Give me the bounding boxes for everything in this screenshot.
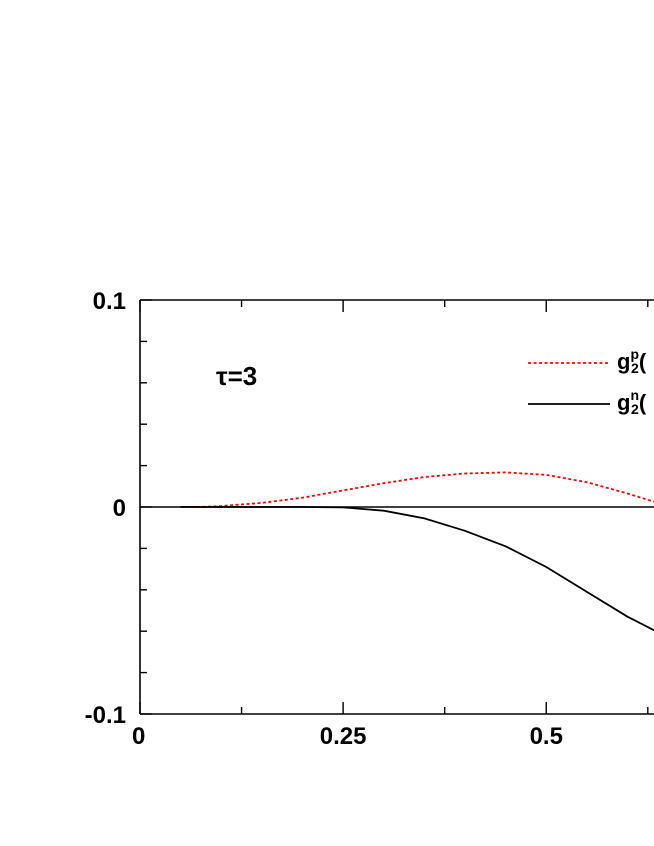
tick-labels: 00.250.50.750.10-0.1 [85,288,563,750]
legend: gp 2( gn 2( [528,346,647,417]
y-tick-label: 0.1 [93,288,126,315]
y-tick-label: -0.1 [85,702,126,729]
legend-label-0: gp 2( [617,346,647,376]
tau-annotation: τ=3 [216,361,257,391]
x-tick-label: 0 [132,723,145,750]
series-line-neutron [180,506,654,632]
x-tick-label: 0.5 [530,723,563,750]
plot-area [140,471,654,632]
series-line-proton [180,471,654,508]
x-tick-label: 0.25 [320,723,367,750]
ticks [139,299,649,715]
y-tick-label: 0 [113,495,126,522]
legend-label-1: gn 2( [617,387,647,417]
